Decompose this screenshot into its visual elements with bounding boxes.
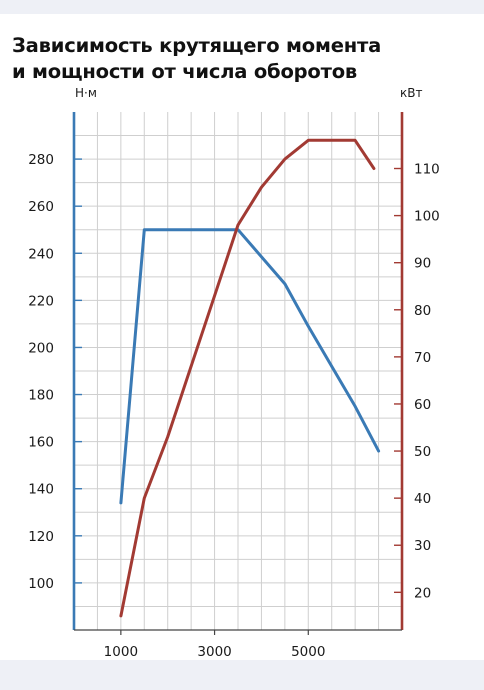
- chart-title-line-1: Зависимость крутящего момента: [12, 34, 382, 57]
- right-tick-label: 20: [414, 585, 431, 601]
- left-tick-label: 280: [28, 152, 54, 168]
- right-tick-label: 70: [414, 350, 431, 366]
- right-tick-label: 40: [414, 491, 431, 507]
- right-tick-label: 110: [414, 162, 440, 178]
- left-tick-label: 180: [28, 388, 54, 404]
- chart-title: Зависимость крутящего момента и мощности…: [12, 33, 381, 85]
- x-tick-label: 3000: [197, 644, 231, 660]
- right-tick-label: 100: [414, 209, 440, 225]
- right-tick-label: 30: [414, 538, 431, 554]
- right-tick-label: 90: [414, 256, 431, 272]
- right-tick-label: 60: [414, 397, 431, 413]
- left-tick-label: 240: [28, 246, 54, 262]
- grid: [74, 112, 402, 630]
- series-layer: [119, 138, 381, 618]
- right-tick-label: 50: [414, 444, 431, 460]
- right-axis-label: кВт: [400, 86, 422, 100]
- left-tick-label: 200: [28, 340, 54, 356]
- x-tick-label: 1000: [104, 644, 138, 660]
- right-tick-label: 80: [414, 303, 431, 319]
- tick-labels: 100 120 140 160 180 200 220 240 260 280 20 30 40 50 60…: [28, 152, 440, 660]
- left-tick-label: 140: [28, 482, 54, 498]
- x-tick-label: 5000: [291, 644, 325, 660]
- left-axis-label: Н·м: [75, 86, 97, 100]
- chart-title-line-2: и мощности от числа оборотов: [12, 60, 358, 83]
- axes: [72, 112, 404, 635]
- chart-panel: [0, 14, 484, 660]
- left-tick-label: 120: [28, 529, 54, 545]
- power-series-line: [119, 138, 376, 618]
- left-tick-label: 160: [28, 435, 54, 451]
- left-tick-label: 260: [28, 199, 54, 215]
- left-tick-label: 220: [28, 293, 54, 309]
- torque-series-line: [119, 228, 381, 505]
- left-tick-label: 100: [28, 576, 54, 592]
